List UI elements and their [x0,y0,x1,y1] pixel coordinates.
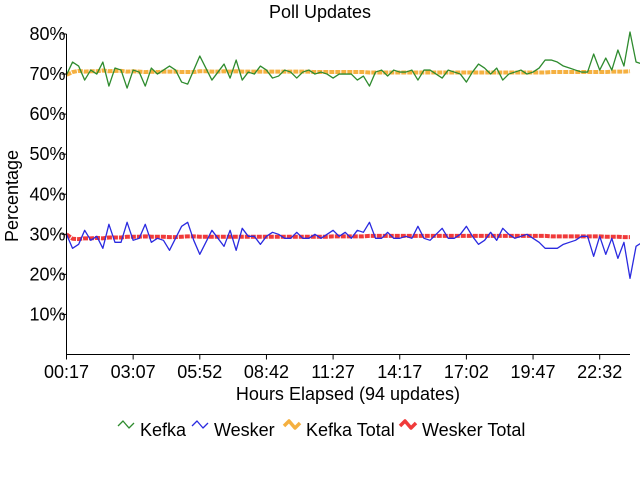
legend: Kefka Wesker Kefka Total Wesker Total [117,419,525,440]
x-tick-label: 14:17 [377,362,422,382]
legend-swatch-wesker [191,420,209,429]
chart-title: Poll Updates [269,2,371,22]
y-tick-label: 20% [29,264,65,284]
legend-item-wesker: Wesker [191,420,275,440]
plot-area: 10% 20% 30% 40% 50% 60% 70% 80% 00:17 03:07 05:52… [29,24,640,382]
legend-label: Wesker Total [422,420,525,440]
x-tick-label: 03:07 [111,362,156,382]
legend-label: Kefka [140,420,187,440]
legend-item-wesker-total: Wesker Total [398,419,525,440]
legend-swatch-kefka-total [282,419,302,430]
x-axis-label: Hours Elapsed (94 updates) [236,384,460,404]
series-layer [65,31,640,280]
x-tick-label: 00:17 [44,362,89,382]
y-axis-ticks: 10% 20% 30% 40% 50% 60% 70% 80% [29,24,67,324]
x-tick-label: 22:32 [577,362,622,382]
series-line-wesker-total [65,232,630,242]
y-tick-label: 40% [29,184,65,204]
x-tick-label: 05:52 [177,362,222,382]
x-tick-label: 19:47 [511,362,556,382]
y-tick-label: 70% [29,64,65,84]
x-axis-ticks: 00:17 03:07 05:52 08:42 11:27 14:17 17:02 19:47… [44,354,622,382]
y-axis-label: Percentage [2,150,22,242]
y-tick-label: 50% [29,144,65,164]
legend-swatch-wesker-total [398,419,418,430]
legend-label: Wesker [214,420,275,440]
series-line-kefka [65,31,640,89]
x-tick-label: 08:42 [244,362,289,382]
y-tick-label: 30% [29,224,65,244]
y-tick-label: 60% [29,104,65,124]
legend-label: Kefka Total [306,420,395,440]
x-tick-label: 11:27 [311,362,355,382]
legend-item-kefka: Kefka [117,420,187,440]
y-tick-label: 80% [29,24,65,44]
legend-item-kefka-total: Kefka Total [282,419,395,440]
series-line-wesker [65,221,640,280]
x-tick-label: 17:02 [444,362,489,382]
y-tick-label: 10% [29,304,65,324]
legend-swatch-kefka [117,420,135,429]
